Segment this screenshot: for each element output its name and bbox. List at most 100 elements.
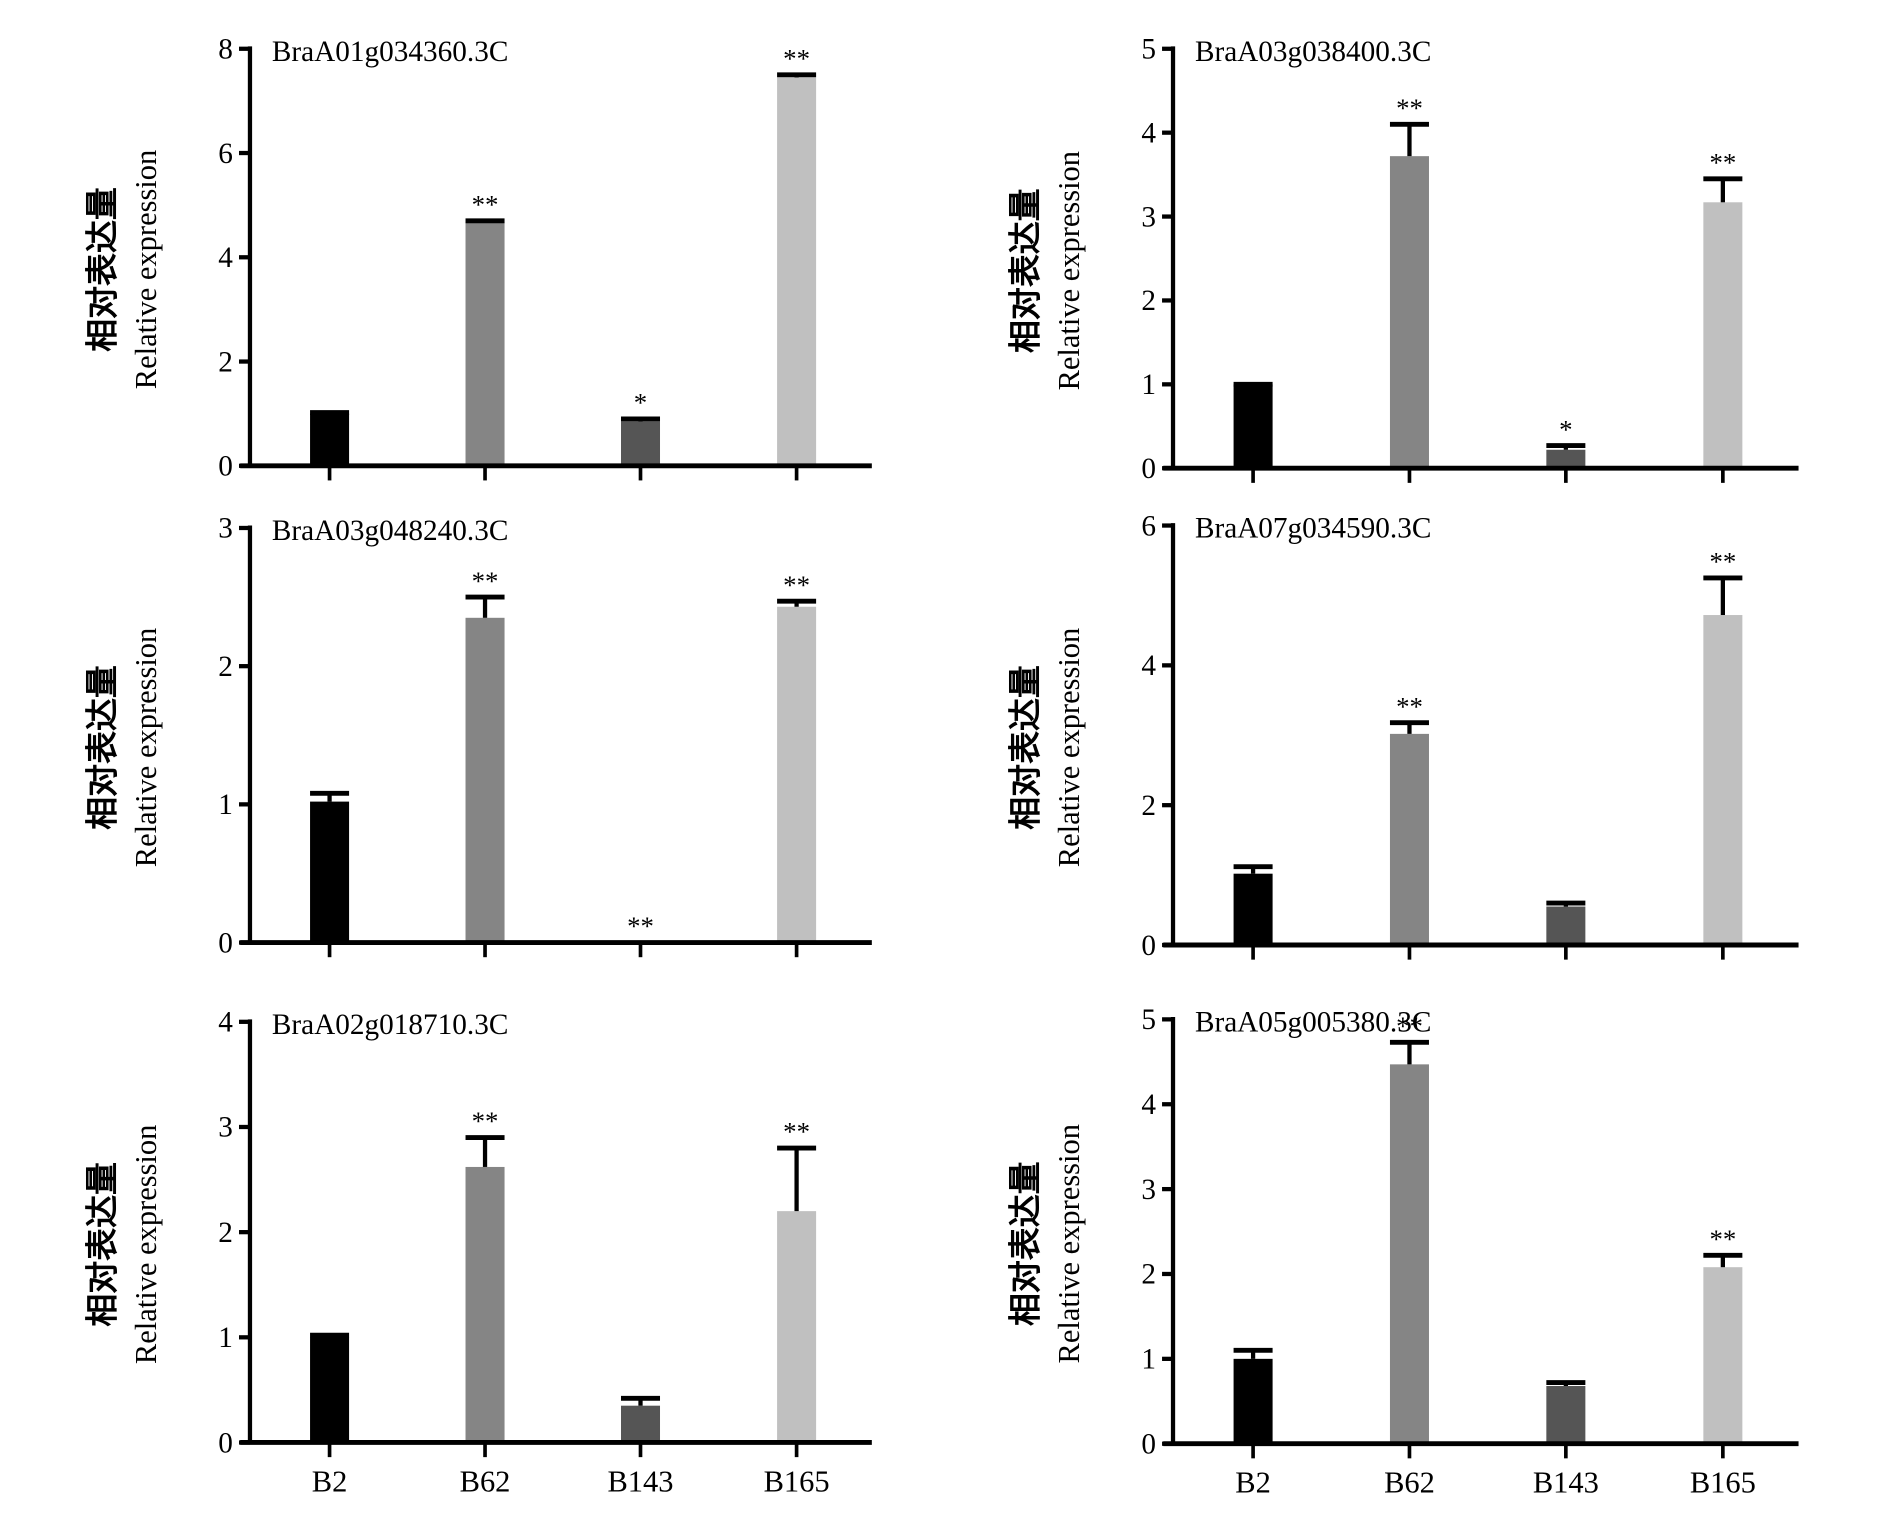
y-tick-label: 1 (1141, 1344, 1156, 1376)
significance-label: ** (1396, 93, 1423, 123)
x-tick-label: B62 (1384, 1465, 1435, 1499)
bar-b143 (1546, 906, 1586, 945)
bar-b165 (1703, 202, 1743, 469)
y-tick-label: 6 (1141, 510, 1156, 542)
significance-label: ** (472, 1106, 499, 1136)
significance-label: ** (472, 189, 499, 219)
y-tick-label: 5 (1141, 34, 1156, 66)
y-tick-label: 2 (1141, 790, 1156, 822)
panel-1: 相对表达量 Relative expression BraA01g034360.3C… (82, 34, 872, 483)
y-tick-label: 4 (1141, 117, 1156, 149)
y-tick-label: 0 (1141, 930, 1156, 962)
panel-title: BraA03g048240.3C (272, 515, 508, 547)
bar-b143 (1546, 1386, 1586, 1444)
x-tick-label: B2 (312, 1464, 348, 1498)
bar-b2 (1233, 873, 1273, 945)
y-axis-label: Relative expression (129, 1125, 163, 1364)
significance-label: ** (472, 566, 499, 596)
significance-label: ** (1396, 1011, 1423, 1041)
y-tick-label: 4 (218, 1007, 233, 1039)
y-tick-label: 0 (218, 451, 233, 483)
bar-b2 (1233, 1358, 1273, 1444)
bar-b143 (620, 1405, 661, 1443)
y-axis-label-cn: 相对表达量 (1005, 188, 1044, 353)
x-tick-label: B143 (607, 1464, 673, 1498)
y-axis-label-cn: 相对表达量 (82, 187, 121, 352)
significance-label: * (634, 388, 647, 418)
y-axis-label-cn: 相对表达量 (82, 1162, 121, 1327)
y-tick-label: 0 (218, 927, 233, 959)
bar-b62 (1389, 156, 1429, 469)
y-tick-label: 2 (218, 651, 233, 683)
y-tick-label: 2 (218, 1217, 233, 1249)
y-tick-label: 4 (1141, 1089, 1156, 1121)
panel-title: BraA02g018710.3C (272, 1009, 508, 1041)
panel-2: 相对表达量 Relative expression BraA03g038400.3C… (1005, 34, 1799, 485)
bar-b165 (1703, 615, 1743, 945)
y-tick-label: 5 (1141, 1004, 1156, 1036)
y-axis-label: Relative expression (129, 628, 163, 867)
y-axis-label-cn: 相对表达量 (1005, 665, 1044, 830)
panel-title: BraA03g038400.3C (1195, 36, 1431, 68)
bar-b143 (620, 421, 661, 466)
bar-b2 (310, 1337, 350, 1443)
bar-b2 (310, 801, 350, 943)
panel-4: 相对表达量 Relative expression BraA07g034590.3C… (1005, 510, 1799, 962)
x-tick-label: B2 (1235, 1465, 1271, 1499)
panel-3: 相对表达量 Relative expression BraA03g048240.3C… (82, 513, 872, 959)
y-tick-label: 3 (218, 1112, 233, 1144)
bar-b143 (1546, 449, 1586, 469)
x-tick-label: B165 (1690, 1465, 1756, 1499)
panel-5: 相对表达量 Relative expression BraA02g018710.3C… (82, 1007, 872, 1498)
y-axis-label: Relative expression (129, 150, 163, 389)
y-tick-label: 0 (218, 1427, 233, 1459)
y-tick-label: 1 (218, 1322, 233, 1354)
y-axis-label-cn: 相对表达量 (1005, 1161, 1044, 1326)
panel-title: BraA05g005380.3C (1195, 1007, 1431, 1039)
significance-label: ** (627, 911, 654, 941)
bar-b165 (777, 77, 817, 466)
significance-label: ** (783, 44, 810, 74)
bar-b165 (1703, 1267, 1743, 1444)
bar-b2 (310, 413, 350, 466)
y-tick-label: 6 (218, 138, 233, 170)
significance-label: ** (1709, 1224, 1736, 1254)
y-axis-label: Relative expression (1052, 628, 1086, 867)
y-tick-label: 0 (1141, 453, 1156, 485)
y-tick-label: 2 (218, 346, 233, 378)
significance-label: * (1559, 414, 1572, 444)
significance-label: ** (1396, 691, 1423, 721)
panel-6: 相对表达量 Relative expression BraA05g005380.3C… (1005, 1004, 1799, 1499)
x-tick-label: B165 (764, 1464, 830, 1498)
y-axis-label: Relative expression (1052, 151, 1086, 390)
x-tick-label: B143 (1533, 1465, 1599, 1499)
y-tick-label: 3 (1141, 1174, 1156, 1206)
bar-b62 (1389, 733, 1429, 945)
y-axis-label-cn: 相对表达量 (82, 665, 121, 830)
y-tick-label: 4 (1141, 650, 1156, 682)
y-tick-label: 3 (218, 513, 233, 545)
bar-b62 (465, 221, 505, 466)
significance-label: ** (1709, 147, 1736, 177)
y-tick-label: 3 (1141, 201, 1156, 233)
bar-b2 (1233, 384, 1273, 469)
x-tick-label: B62 (460, 1464, 511, 1498)
panel-title: BraA01g034360.3C (272, 36, 508, 68)
bar-b62 (1389, 1064, 1429, 1444)
y-tick-label: 1 (218, 789, 233, 821)
panel-title: BraA07g034590.3C (1195, 513, 1431, 545)
significance-label: ** (783, 1117, 810, 1147)
bar-b62 (465, 1166, 505, 1443)
bar-b165 (777, 606, 817, 943)
y-tick-label: 1 (1141, 369, 1156, 401)
y-tick-label: 0 (1141, 1428, 1156, 1460)
bar-b62 (465, 617, 505, 943)
y-tick-label: 8 (218, 34, 233, 66)
y-tick-label: 4 (218, 242, 233, 274)
bar-b165 (777, 1211, 817, 1443)
y-tick-label: 2 (1141, 1259, 1156, 1291)
significance-label: ** (1709, 547, 1736, 577)
significance-label: ** (783, 570, 810, 600)
y-axis-label: Relative expression (1052, 1124, 1086, 1363)
